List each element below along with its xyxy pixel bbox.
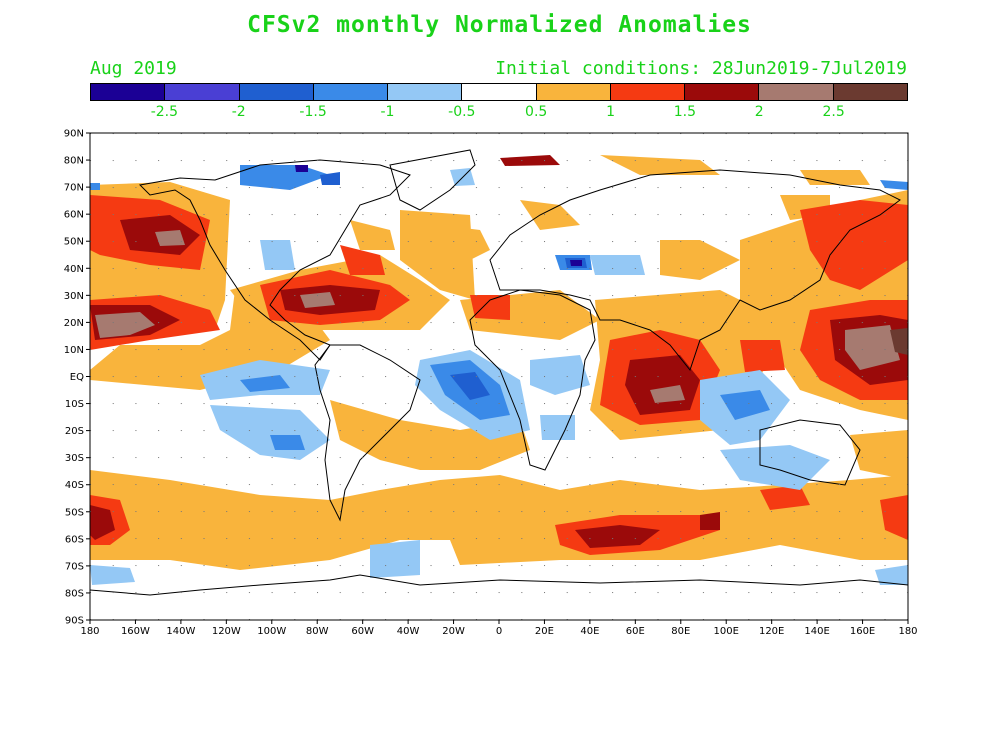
longitude-axis: 180 160W 140W 120W 100W 80W 60W 40W 20W 0 20E 40E 60… xyxy=(80,620,918,637)
lat-tick-label: 70S xyxy=(65,561,84,572)
lat-tick-label: 30N xyxy=(64,291,84,302)
colorbar-tick-label: -0.5 xyxy=(448,104,476,120)
forecast-month-label: Aug 2019 xyxy=(90,58,177,79)
lon-tick-label: 40E xyxy=(580,626,599,637)
lon-tick-label: 100E xyxy=(714,626,739,637)
chart-title: CFSv2 monthly Normalized Anomalies xyxy=(247,12,752,38)
lon-tick-label: 20E xyxy=(535,626,554,637)
colorbar-segment xyxy=(165,84,240,100)
lat-tick-label: 80S xyxy=(65,588,84,599)
lon-tick-label: 180 xyxy=(80,626,99,637)
colorbar-tick-label: -2.5 xyxy=(150,104,179,120)
lon-tick-label: 120W xyxy=(212,626,241,637)
lon-tick-label: 140E xyxy=(804,626,829,637)
anomaly-field xyxy=(90,133,908,620)
lat-tick-label: 50S xyxy=(65,507,84,518)
colorbar-segment xyxy=(239,84,314,100)
lat-tick-label: 80N xyxy=(64,156,84,167)
lat-tick-label: EQ xyxy=(70,372,84,383)
lat-tick-label: 60N xyxy=(64,210,84,221)
lon-tick-label: 20W xyxy=(442,626,465,637)
latitude-axis: 90N 80N 70N 60N 50N 40N 30N 20N 10N EQ 10S 20S 30S 40… xyxy=(64,129,90,627)
colorbar-tick-label: 1.5 xyxy=(673,104,697,120)
lat-tick-label: 10S xyxy=(65,399,84,410)
colorbar-segment xyxy=(536,84,611,100)
colorbar-tick-label: 2 xyxy=(754,104,764,120)
lat-tick-label: 20N xyxy=(64,318,84,329)
colorbar-tick-label: 0.5 xyxy=(525,104,548,120)
lon-tick-label: 60W xyxy=(351,626,374,637)
lat-tick-label: 40S xyxy=(65,480,84,491)
lon-tick-label: 120E xyxy=(759,626,784,637)
colorbar-segment xyxy=(91,84,166,100)
colorbar-tick-label: -1.5 xyxy=(299,104,327,120)
lon-tick-label: 0 xyxy=(496,626,502,637)
lat-tick-label: 90S xyxy=(65,616,84,627)
lon-tick-label: 140W xyxy=(166,626,195,637)
colorbar-labels: -2.5 -2 -1.5 -1 -0.5 0.5 1 1.5 2 2.5 xyxy=(90,104,908,122)
lon-tick-label: 160E xyxy=(850,626,875,637)
lat-tick-label: 20S xyxy=(65,426,84,437)
initial-conditions-label: Initial conditions: 28Jun2019-7Jul2019 xyxy=(495,58,907,79)
colorbar-tick-label: -2 xyxy=(231,104,246,120)
lat-tick-label: 70N xyxy=(64,183,84,194)
colorbar-segment xyxy=(833,84,907,100)
lat-tick-label: 90N xyxy=(64,129,84,140)
colorbar-segment xyxy=(462,84,537,100)
colorbar-segment xyxy=(685,84,760,100)
colorbar-segment xyxy=(313,84,389,100)
lat-tick-label: 30S xyxy=(65,453,84,464)
colorbar-tick-label: 1 xyxy=(606,104,615,120)
colorbar-segment xyxy=(759,84,834,100)
colorbar-segment xyxy=(610,84,686,100)
lon-tick-label: 60E xyxy=(626,626,645,637)
colorbar-tick-label: 2.5 xyxy=(822,104,845,120)
lon-tick-label: 40W xyxy=(397,626,420,637)
lon-tick-label: 180 xyxy=(898,626,917,637)
lon-tick-label: 80W xyxy=(306,626,329,637)
lon-tick-label: 160W xyxy=(121,626,150,637)
colorbar xyxy=(90,83,908,101)
lat-tick-label: 60S xyxy=(65,534,84,545)
lat-tick-label: 40N xyxy=(64,264,84,275)
lat-tick-label: 50N xyxy=(64,237,84,248)
colorbar-tick-label: -1 xyxy=(380,104,395,120)
lat-tick-label: 10N xyxy=(64,345,84,356)
lon-tick-label: 80E xyxy=(671,626,690,637)
lon-tick-label: 100W xyxy=(257,626,286,637)
colorbar-segment xyxy=(388,84,463,100)
